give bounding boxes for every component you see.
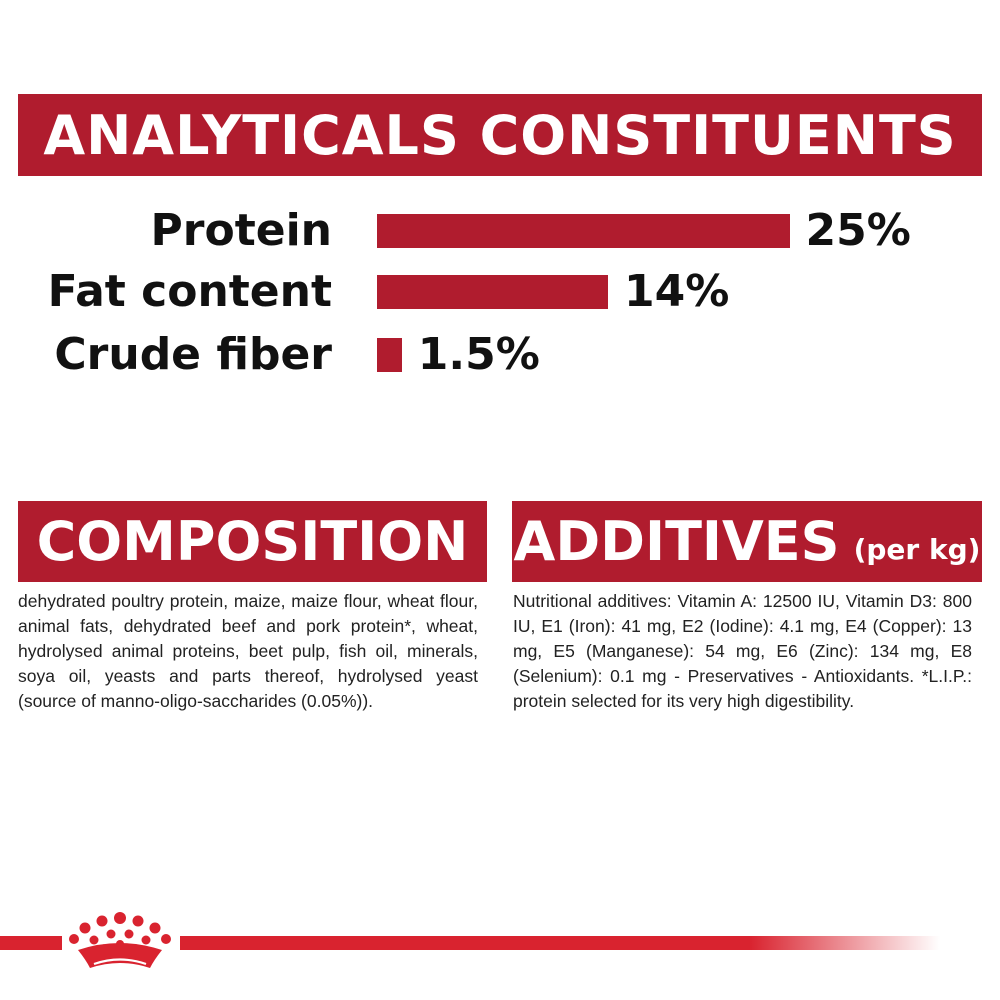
- protein-row: Protein 25%: [0, 201, 1000, 261]
- additives-banner: ADDITIVES (per kg): [512, 501, 982, 582]
- composition-title: COMPOSITION: [36, 510, 469, 573]
- crude-fiber-label: Crude fiber: [54, 329, 332, 380]
- protein-bar: [377, 214, 790, 248]
- analytical-constituents-banner: ANALYTICALS CONSTITUENTS: [18, 94, 982, 176]
- fat-content-row: Fat content 14%: [0, 262, 1000, 322]
- composition-banner: COMPOSITION: [18, 501, 487, 582]
- additives-title-suffix: (per kg): [853, 533, 981, 566]
- fat-content-label: Fat content: [47, 266, 332, 317]
- protein-label: Protein: [150, 205, 332, 256]
- crude-fiber-value: 1.5%: [417, 329, 540, 380]
- crude-fiber-row: Crude fiber 1.5%: [0, 325, 1000, 385]
- crown-icon: [69, 912, 171, 968]
- footer-line-right: [180, 936, 940, 950]
- crude-fiber-bar: [377, 338, 402, 372]
- analytical-constituents-title: ANALYTICALS CONSTITUENTS: [43, 103, 957, 167]
- protein-value: 25%: [805, 205, 911, 256]
- composition-text: dehydrated poultry protein, maize, maize…: [18, 591, 478, 711]
- fat-content-value: 14%: [624, 266, 730, 317]
- additives-text: Nutritional additives: Vitamin A: 12500 …: [513, 591, 972, 711]
- additives-title: ADDITIVES: [513, 510, 840, 573]
- footer-line-left: [0, 936, 62, 950]
- fat-content-bar: [377, 275, 608, 309]
